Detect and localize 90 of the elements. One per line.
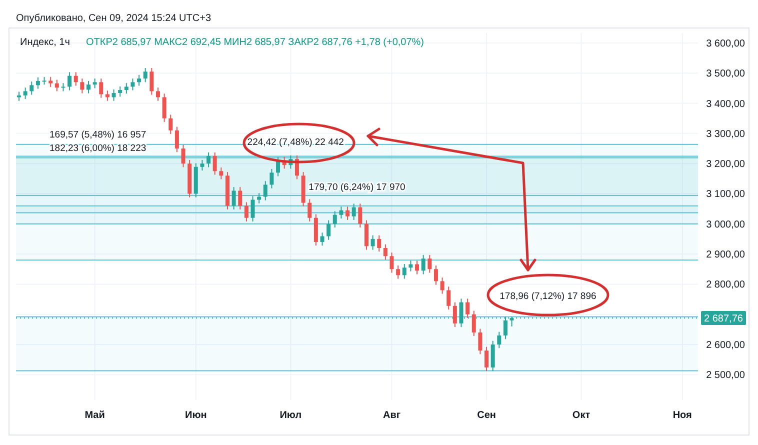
x-tick-label: Июн [185,410,207,421]
candlestick [250,196,255,222]
candlestick [200,159,204,172]
y-tick-label: 3 100,00 [706,189,746,200]
candlestick [80,78,84,94]
candlestick [428,254,432,274]
candlestick [452,302,457,328]
y-tick-label: 3 200,00 [706,159,746,170]
candlestick [54,79,59,92]
candlestick [497,331,502,349]
candlestick [390,252,394,274]
candlestick [263,180,268,201]
candlestick [238,186,242,210]
candlestick [472,310,476,337]
candlestick [352,203,356,220]
candlestick [174,126,179,153]
candlestick [219,166,224,180]
band-label: 169,57 (5,48%) 16 957 [50,129,146,140]
x-tick-label: Май [84,410,105,421]
candlestick [92,78,97,89]
candlestick [370,234,375,250]
chart-subtitle: ОТКР2 685,97 МАКС2 692,45 МИН2 685,97 ЗАКР2 687,76 +1,78 (+0,07%) [86,37,424,48]
text: Опубликовано, Сен 09, 2024 15:24 UTC+3 [16,13,212,24]
chart-title: Индекс, 1ч [20,37,70,48]
y-tick-label: 3 600,00 [706,38,746,50]
candlestick [36,76,40,90]
y-tick-label: 2 600,00 [706,340,746,352]
candlestick [74,72,78,86]
candlestick [408,260,413,272]
candlestick [68,72,72,91]
x-tick-label: Авг [382,410,401,421]
candlestick [156,87,160,102]
candlestick [168,114,173,135]
candlestick [30,81,34,96]
y-tick-label: 3 300,00 [706,128,746,140]
x-tick-label: Окт [572,410,590,421]
candlestick [270,168,274,189]
band-label: 179,70 (6,24%) 17 970 [308,182,406,193]
candlestick [478,328,482,355]
candlestick [466,298,470,318]
ref-line-label: 2 687,76 [704,314,744,325]
y-tick-label: 2 500,00 [706,370,746,382]
y-tick-label: 3 000,00 [706,219,746,230]
candlestick [257,192,262,204]
candlestick [105,90,110,102]
candlestick [244,202,248,222]
candlestick [415,260,420,275]
candlestick [181,144,186,168]
candlestick [490,340,495,372]
candlestick [48,76,53,88]
y-tick-label: 3 400,00 [706,98,746,110]
candlestick [143,67,148,83]
candlestick [377,234,382,252]
band-label: 178,96 (7,12%) 17 896 [500,290,596,302]
candlestick [484,346,489,372]
x-tick-label: Июл [280,410,302,421]
candlestick [130,78,135,91]
candlestick [232,186,236,210]
candlestick [339,206,344,219]
candlestick [434,265,438,286]
y-tick-label: 2 800,00 [706,280,746,291]
candlestick [332,210,337,228]
candlestick [150,67,154,96]
candlestick [440,277,444,294]
y-tick-label: 3 500,00 [706,68,746,80]
candlestick [446,286,451,310]
candlestick [383,244,388,260]
candlestick [308,198,312,222]
candlestick [320,232,324,246]
candlestick [86,80,90,94]
candlestick [23,87,28,100]
candlestick [112,88,116,102]
x-tick-label: Ноя [672,410,692,421]
candlestick [137,74,142,86]
candlestick [402,263,406,280]
candlestick [346,206,350,220]
candlestick [421,254,426,275]
candlestick [326,220,331,240]
x-tick-label: Сен [477,410,496,421]
candlestick [124,82,128,94]
candlestick [396,265,400,280]
candlestick [206,152,211,168]
candlestick [358,203,362,228]
candlestick [212,152,217,176]
candlestick [364,220,368,250]
candlestick [162,93,166,122]
band-label: 182,23 (6,00%) 18 223 [50,142,146,154]
y-tick-label: 2 900,00 [706,250,746,261]
candlestick [99,78,104,98]
candlestick [118,86,122,98]
